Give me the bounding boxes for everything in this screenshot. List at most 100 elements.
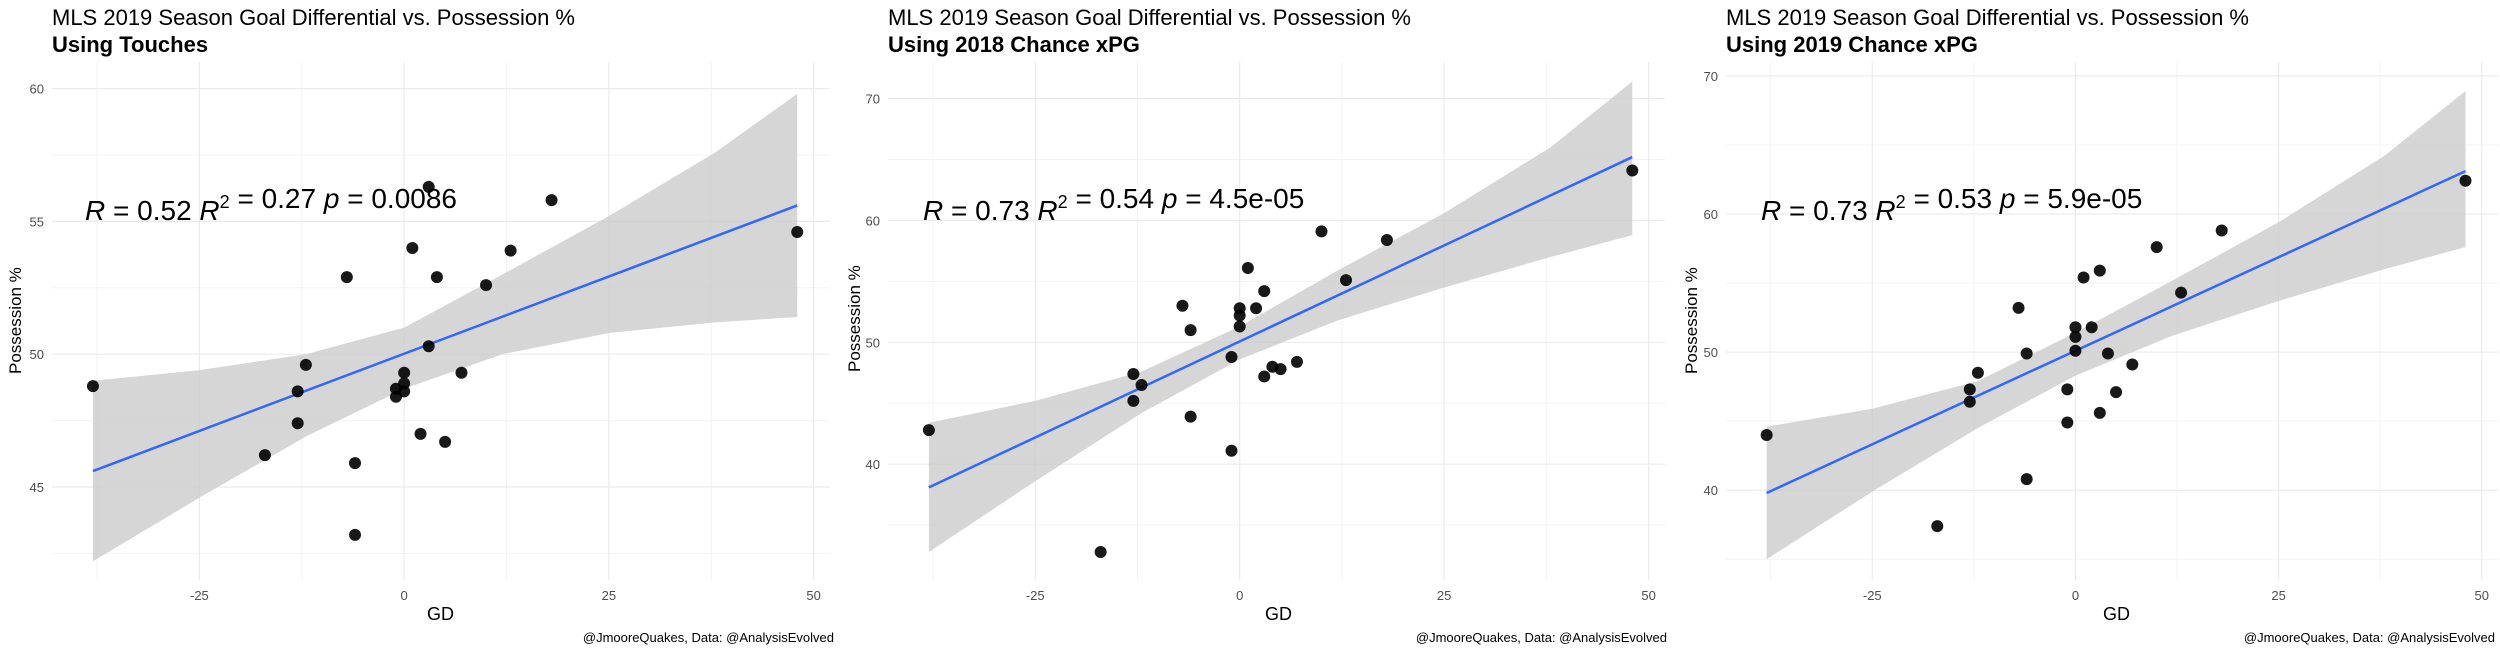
data-point — [1184, 410, 1197, 423]
y-tick-label: 50 — [30, 347, 44, 362]
caption: @JmooreQuakes, Data: @AnalysisEvolved — [1415, 630, 1667, 645]
chart-panel-2019-xpg: -25 0 25 50 40 50 60 70 R = 0.73 R2 = 0.53 p = 5… — [1666, 0, 2499, 652]
data-point — [2061, 416, 2074, 429]
chart-title: MLS 2019 Season Goal Differential vs. Po… — [1726, 5, 2249, 30]
data-point — [1135, 378, 1148, 391]
data-point — [439, 435, 452, 448]
data-point — [422, 180, 435, 193]
data-point — [1760, 428, 1773, 441]
data-point — [2215, 224, 2228, 237]
data-point — [2061, 383, 2074, 396]
data-point — [2150, 241, 2163, 254]
data-point — [2012, 301, 2025, 314]
chart-plot-2019-xpg: -25 0 25 50 40 50 60 70 R = 0.73 R2 = 0.53 p = 5… — [1704, 62, 2498, 603]
data-point — [299, 358, 312, 371]
data-point — [1225, 350, 1238, 363]
data-point — [1241, 261, 1254, 274]
stats-annotation: R = 0.52 R2 = 0.27 p = 0.0086 — [85, 183, 457, 226]
data-point — [422, 340, 435, 353]
x-tick-label: 50 — [1641, 588, 1655, 603]
data-point — [1290, 355, 1303, 368]
x-tick-label: 25 — [2271, 588, 2285, 603]
data-point — [1233, 320, 1246, 333]
x-tick-label: 50 — [2475, 588, 2489, 603]
data-point — [1971, 366, 1984, 379]
x-tick-label: 25 — [1437, 588, 1451, 603]
data-point — [1127, 394, 1140, 407]
data-point — [1340, 274, 1353, 287]
y-tick-label: 40 — [1704, 483, 1718, 498]
data-point — [2101, 347, 2114, 360]
data-point — [1931, 520, 1944, 533]
caption: @JmooreQuakes, Data: @AnalysisEvolved — [582, 630, 834, 645]
chart-subtitle: Using 2018 Chance xPG — [888, 32, 1140, 57]
data-point — [2069, 321, 2082, 334]
data-point — [349, 528, 362, 541]
stats-annotation: R = 0.73 R2 = 0.54 p = 4.5e-05 — [923, 183, 1304, 226]
data-point — [455, 366, 468, 379]
data-point — [1274, 363, 1287, 376]
data-point — [2093, 264, 2106, 277]
data-point — [1094, 545, 1107, 558]
data-point — [1176, 299, 1189, 312]
data-point — [1250, 302, 1263, 315]
data-point — [1127, 368, 1140, 381]
data-point — [2110, 386, 2123, 399]
x-axis-label: GD — [1265, 604, 1292, 624]
data-point — [430, 271, 443, 284]
data-point — [1380, 233, 1393, 246]
data-point — [291, 385, 304, 398]
data-point — [340, 271, 353, 284]
caption: @JmooreQuakes, Data: @AnalysisEvolved — [2243, 630, 2495, 645]
data-point — [1184, 324, 1197, 337]
x-axis-label: GD — [427, 604, 454, 624]
data-point — [2020, 347, 2033, 360]
data-point — [1963, 383, 1976, 396]
x-tick-label: 25 — [602, 588, 616, 603]
data-point — [398, 385, 411, 398]
data-point — [2459, 174, 2472, 187]
data-point — [2020, 473, 2033, 486]
y-tick-label: 45 — [30, 480, 44, 495]
y-tick-label: 60 — [866, 213, 880, 228]
data-point — [504, 244, 517, 257]
chart-plot-touches: -25 0 25 50 45 50 55 60 R = 0.52 R2 = 0.27 p = 0… — [30, 62, 830, 603]
confidence-ribbon — [1766, 91, 2466, 560]
y-tick-label: 55 — [30, 214, 44, 229]
data-point — [349, 457, 362, 470]
data-point — [545, 194, 558, 207]
data-point — [2093, 406, 2106, 419]
x-tick-label: 50 — [806, 588, 820, 603]
data-point — [258, 449, 271, 462]
y-tick-label: 40 — [866, 457, 880, 472]
data-point — [2077, 271, 2090, 284]
chart-panel-touches: -25 0 25 50 45 50 55 60 R = 0.52 R2 = 0.27 p = 0… — [0, 0, 834, 652]
y-tick-label: 60 — [1704, 207, 1718, 222]
chart-subtitle: Using Touches — [52, 32, 209, 57]
data-point — [1963, 395, 1976, 408]
y-axis-label: Possession % — [845, 265, 864, 372]
data-point — [2175, 286, 2188, 299]
chart-title: MLS 2019 Season Goal Differential vs. Po… — [52, 5, 575, 30]
y-tick-label: 60 — [30, 82, 44, 97]
x-tick-label: 0 — [2072, 588, 2079, 603]
chart-title: MLS 2019 Season Goal Differential vs. Po… — [888, 5, 1411, 30]
data-point — [291, 417, 304, 430]
y-axis-label: Possession % — [1682, 267, 1701, 374]
regression-line — [92, 204, 798, 473]
data-point — [414, 427, 427, 440]
confidence-ribbon — [928, 81, 1633, 552]
data-point — [2085, 321, 2098, 334]
data-point — [86, 380, 99, 393]
data-point — [1315, 225, 1328, 238]
data-point — [1626, 164, 1639, 177]
stats-annotation: R = 0.73 R2 = 0.53 p = 5.9e-05 — [1761, 183, 2142, 226]
x-tick-label: -25 — [1026, 588, 1045, 603]
data-point — [1258, 370, 1271, 383]
data-point — [2069, 344, 2082, 357]
chart-plot-2018-xpg: -25 0 25 50 40 50 60 70 R = 0.73 R2 = 0.54 p = 4… — [866, 62, 1665, 603]
data-point — [1258, 285, 1271, 298]
regression-line — [928, 155, 1633, 489]
confidence-ribbon — [92, 93, 798, 562]
data-point — [922, 424, 935, 437]
